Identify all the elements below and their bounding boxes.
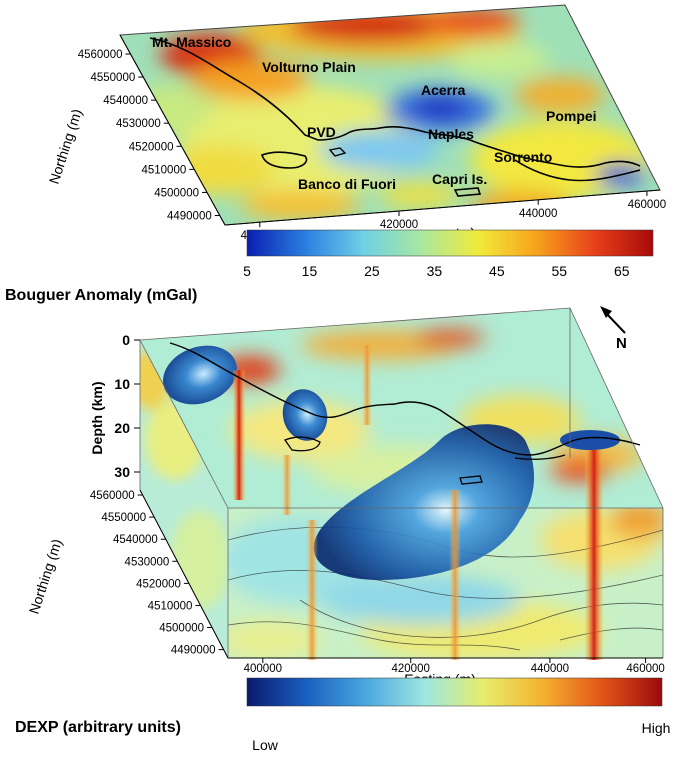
north-arrow: N bbox=[600, 306, 627, 352]
anomaly-plume bbox=[449, 490, 461, 660]
block-northing-tick: 4540000 bbox=[113, 534, 158, 546]
block-northing-label: Northing (m) bbox=[26, 537, 65, 616]
colorbar-tick: 5 bbox=[243, 263, 251, 279]
anomaly-plume bbox=[282, 455, 292, 515]
easting-tick: 460000 bbox=[628, 199, 666, 211]
colorbar-tick: 15 bbox=[302, 263, 318, 279]
block-easting-tick: 420000 bbox=[392, 663, 430, 675]
depth-tick: 20 bbox=[114, 420, 130, 436]
block-easting-axis: 400000 420000 440000 460000 bbox=[228, 657, 665, 675]
bouguer-colorbar bbox=[246, 229, 654, 257]
northing-tick: 4530000 bbox=[116, 118, 161, 130]
northing-tick: 4540000 bbox=[103, 95, 148, 107]
place-label: Volturno Plain bbox=[262, 59, 356, 75]
northing-tick: 4520000 bbox=[129, 141, 174, 153]
northing-tick: 4550000 bbox=[90, 72, 135, 84]
place-label: Naples bbox=[428, 126, 474, 142]
bouguer-map: Mt. Massico Volturno Plain Acerra Pompei… bbox=[5, 4, 666, 304]
island-ischia bbox=[261, 151, 308, 169]
dexp-colorbar-title: DEXP (arbitrary units) bbox=[15, 719, 181, 736]
anomaly-body bbox=[163, 345, 237, 405]
northing-label: Northing (m) bbox=[46, 107, 85, 186]
north-label: N bbox=[616, 335, 627, 352]
place-label: Banco di Fuori bbox=[298, 176, 396, 192]
northing-tick: 4490000 bbox=[167, 211, 212, 223]
dexp-block: 0 10 20 30 Depth (km) 4560000 4550000 4540000… bbox=[15, 306, 670, 753]
easting-tick: 420000 bbox=[380, 219, 418, 231]
colorbar-high-label: High bbox=[642, 720, 671, 736]
depth-tick: 0 bbox=[122, 332, 130, 348]
island-capri bbox=[453, 187, 482, 197]
place-label: Sorrento bbox=[494, 149, 552, 165]
depth-tick: 30 bbox=[114, 464, 130, 480]
block-northing-tick: 4530000 bbox=[125, 556, 170, 568]
block-northing-tick: 4520000 bbox=[136, 578, 181, 590]
northing-tick: 4500000 bbox=[154, 187, 199, 199]
dexp-colorbar bbox=[246, 677, 663, 707]
anomaly-plume bbox=[585, 450, 603, 660]
anomaly-body bbox=[560, 430, 620, 450]
colorbar-tick: 45 bbox=[489, 263, 505, 279]
colorbar-tick: 35 bbox=[427, 263, 443, 279]
place-label: Mt. Massico bbox=[152, 34, 231, 50]
depth-axis: 0 10 20 30 bbox=[114, 332, 140, 480]
block-easting-tick: 400000 bbox=[244, 663, 282, 675]
colorbar-tick: 25 bbox=[364, 263, 380, 279]
colorbar-low-label: Low bbox=[252, 737, 279, 753]
block-northing-tick: 4500000 bbox=[159, 623, 204, 635]
colorbar-tick: 65 bbox=[614, 263, 630, 279]
colorbar-tick: 55 bbox=[552, 263, 568, 279]
anomaly-plume bbox=[362, 345, 372, 425]
place-label: Acerra bbox=[421, 82, 466, 98]
place-label: Pompei bbox=[546, 108, 597, 124]
anomaly-plume bbox=[233, 370, 245, 500]
northing-axis: 4560000 4550000 4540000 4530000 4520000 45100… bbox=[78, 34, 226, 226]
easting-tick: 440000 bbox=[519, 208, 557, 220]
bouguer-colorbar-title: Bouguer Anomaly (mGal) bbox=[5, 287, 197, 304]
block-northing-tick: 4550000 bbox=[101, 512, 146, 524]
block-northing-tick: 4510000 bbox=[148, 600, 193, 612]
anomaly-plume bbox=[306, 520, 318, 660]
block-easting-tick: 440000 bbox=[531, 663, 569, 675]
northing-tick: 4510000 bbox=[141, 164, 186, 176]
block-top-face bbox=[140, 308, 663, 508]
place-label: Capri Is. bbox=[432, 171, 487, 187]
block-northing-axis: 4560000 4550000 4540000 4530000 4520000 45100… bbox=[90, 489, 229, 659]
block-northing-tick: 4490000 bbox=[171, 645, 216, 657]
depth-label: Depth (km) bbox=[89, 381, 105, 454]
depth-tick: 10 bbox=[114, 376, 130, 392]
place-label: PVD bbox=[307, 124, 336, 140]
anomaly-body-main bbox=[313, 424, 535, 580]
island-procida bbox=[328, 147, 347, 157]
northing-tick: 4560000 bbox=[78, 49, 123, 61]
block-northing-tick: 4560000 bbox=[90, 490, 135, 502]
colorbar-ticks: 5 15 25 35 45 55 65 bbox=[243, 263, 630, 279]
block-easting-tick: 460000 bbox=[626, 663, 664, 675]
anomaly-body bbox=[282, 389, 328, 441]
coastline bbox=[149, 37, 641, 168]
block-coastline bbox=[169, 342, 641, 456]
